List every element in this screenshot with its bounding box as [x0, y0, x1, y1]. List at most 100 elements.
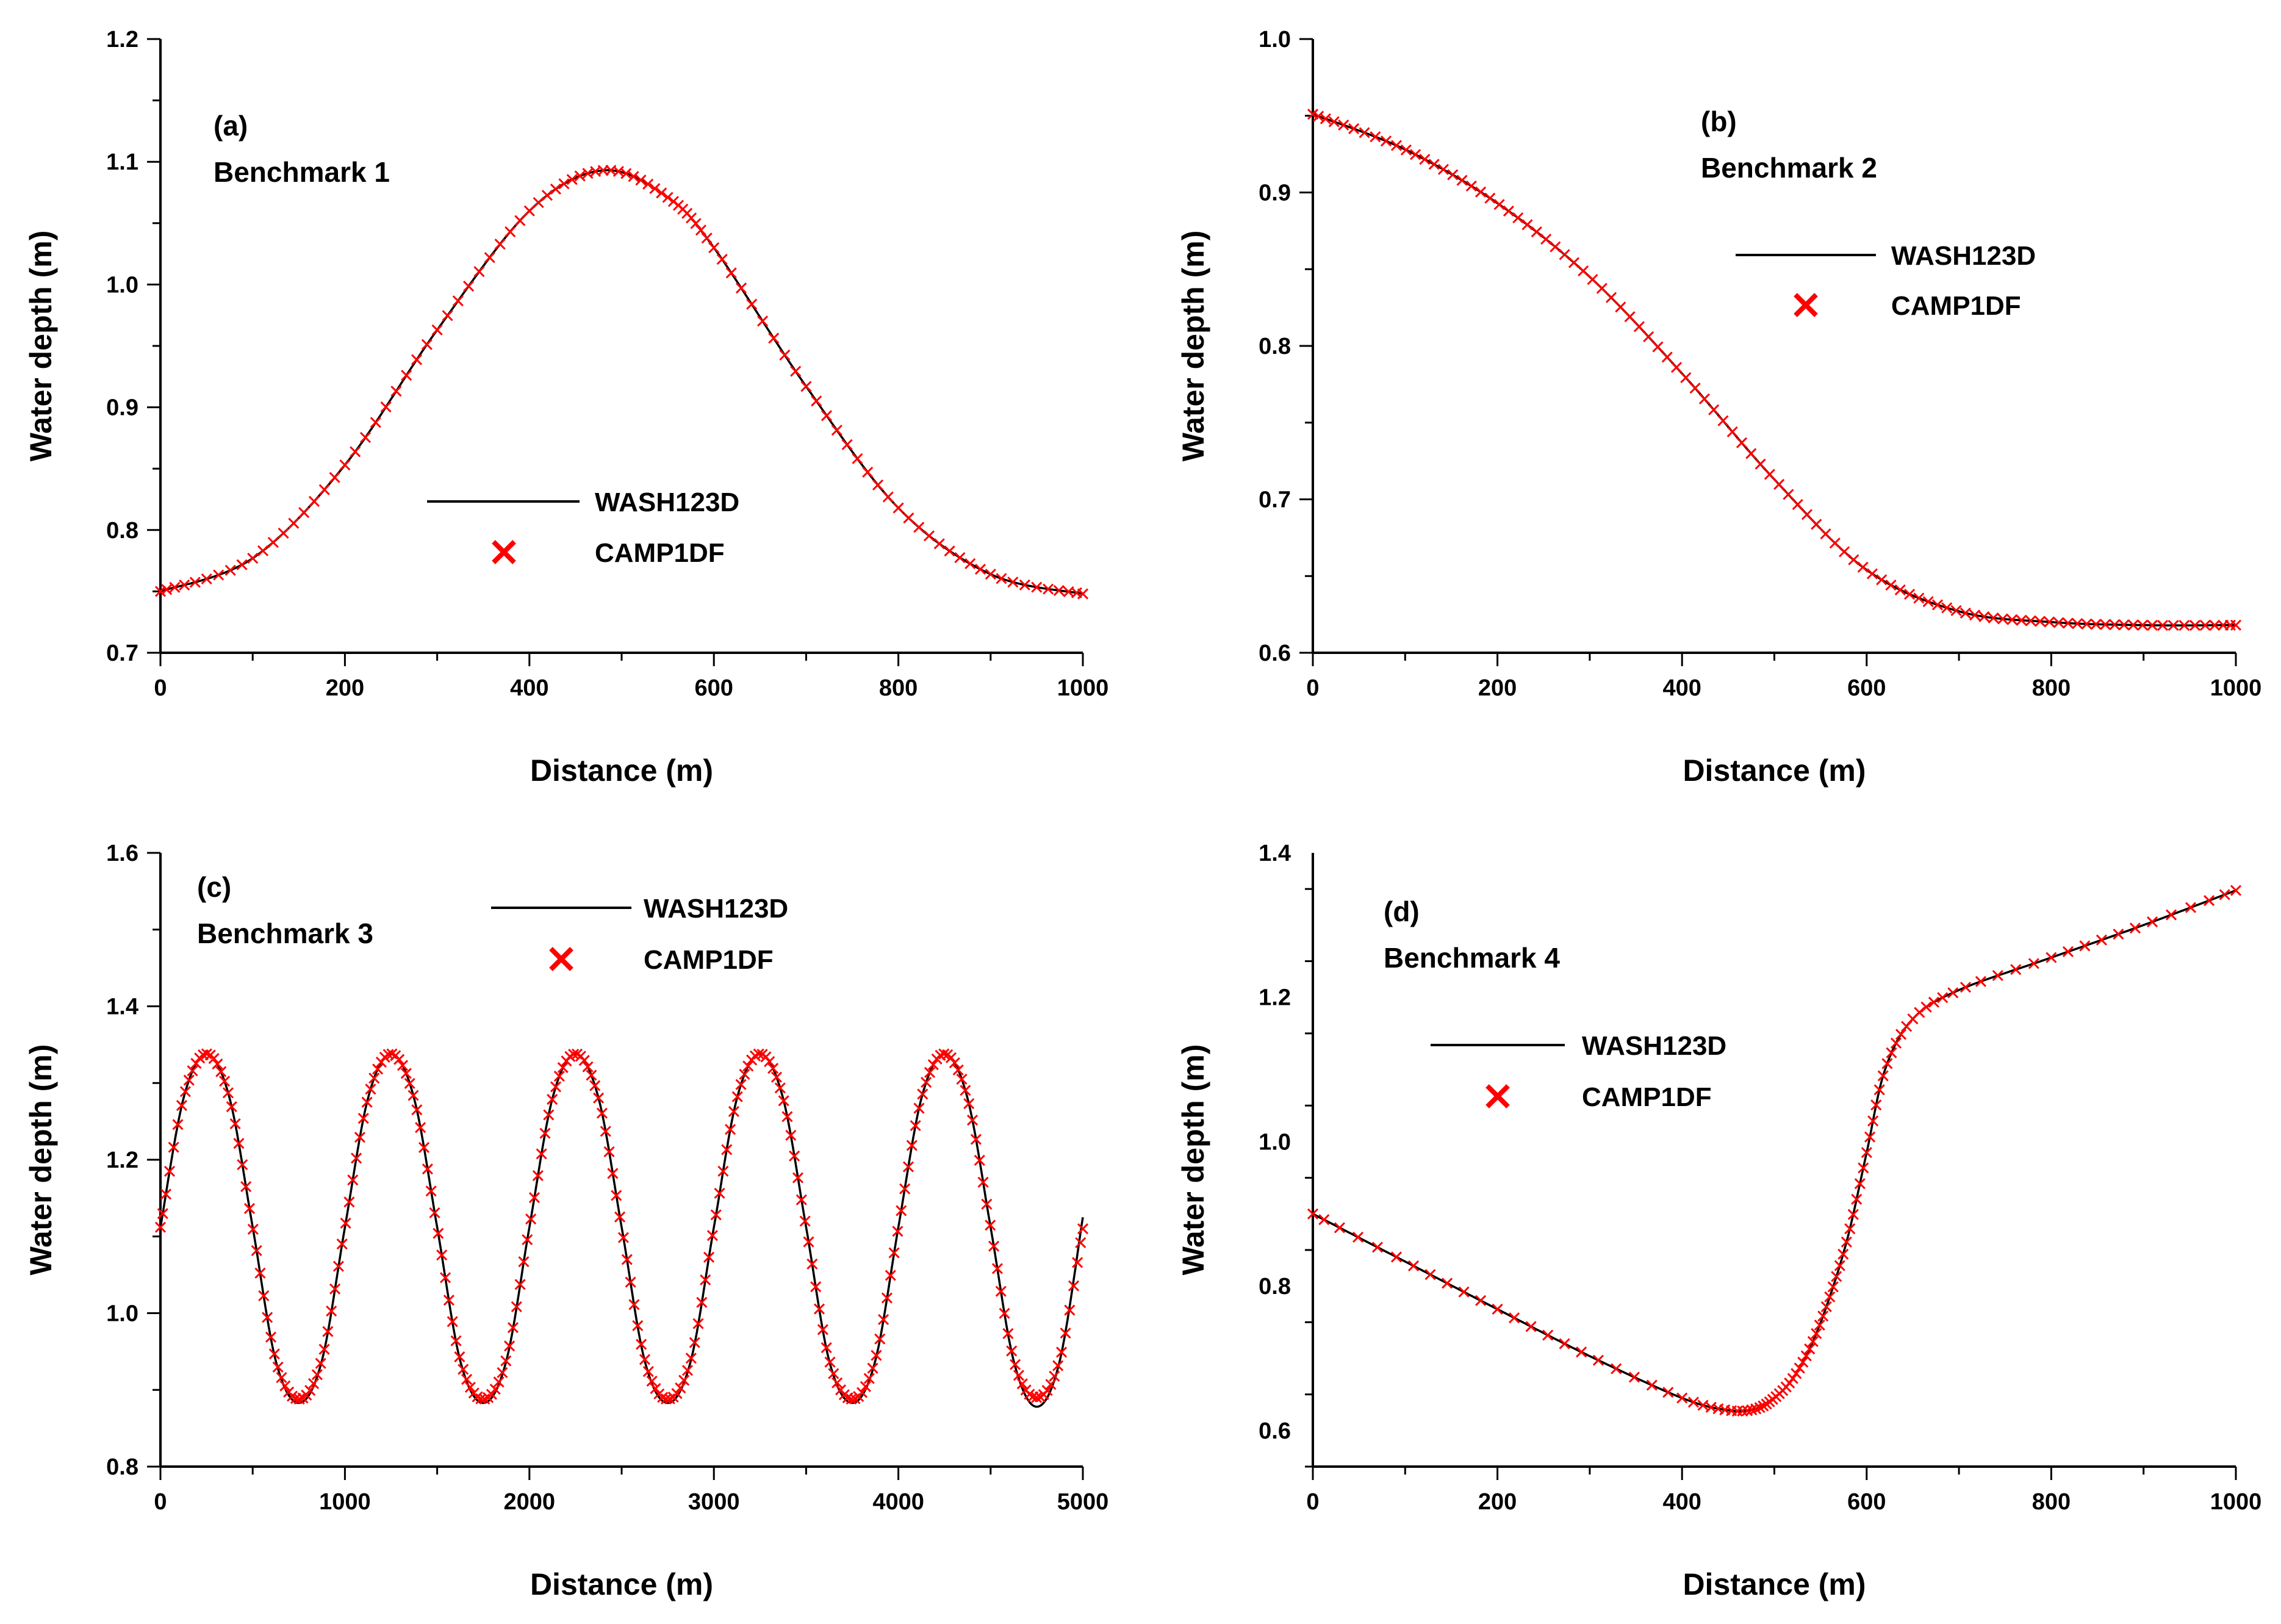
- data-marker: [154, 586, 167, 597]
- data-marker: [233, 1138, 245, 1149]
- data-marker: [1847, 1209, 1859, 1220]
- data-marker: [678, 1374, 690, 1386]
- data-marker: [695, 225, 706, 236]
- data-marker: [739, 1068, 750, 1080]
- data-marker: [721, 1144, 733, 1155]
- y-tick-label: 0.6: [1259, 641, 1291, 666]
- data-marker: [2010, 964, 2022, 975]
- data-marker: [642, 1366, 654, 1378]
- data-marker: [1041, 1385, 1053, 1396]
- data-marker: [725, 267, 737, 279]
- data-marker: [2230, 885, 2242, 896]
- data-marker: [1960, 607, 1971, 619]
- data-marker: [1064, 1304, 1076, 1316]
- data-marker: [2072, 618, 2083, 630]
- data-marker: [742, 1060, 754, 1072]
- data-marker: [1334, 1222, 1345, 1234]
- data-marker: [489, 1384, 501, 1395]
- chart-panel-1: 0.7 0.8 0.9 1.0 1.1 1.2 0 200 400 600 800 1000 Dista…: [24, 27, 1108, 788]
- legend-label-camp1df: CAMP1DF: [1582, 1082, 1712, 1112]
- data-marker: [1512, 212, 1524, 224]
- data-marker: [208, 1052, 220, 1065]
- y-axis-title: Water depth (m): [1176, 231, 1210, 462]
- legend-label-wash123d: WASH123D: [1891, 241, 2036, 271]
- data-marker: [970, 1134, 982, 1145]
- data-marker: [753, 1048, 764, 1060]
- data-marker: [821, 1342, 832, 1354]
- data-marker: [2185, 902, 2197, 913]
- data-marker: [625, 1276, 636, 1288]
- legend: WASH123D CAMP1DF: [491, 894, 788, 975]
- data-marker: [523, 205, 535, 217]
- data-marker: [917, 1088, 929, 1100]
- data-marker: [690, 218, 702, 229]
- data-marker: [913, 1102, 925, 1114]
- data-marker: [1049, 1370, 1060, 1382]
- data-marker: [2046, 952, 2057, 963]
- data-marker: [1885, 579, 1897, 591]
- data-marker: [1864, 1131, 1876, 1143]
- data-marker: [1359, 127, 1370, 138]
- data-marker: [553, 1070, 565, 1082]
- data-marker: [429, 1207, 440, 1218]
- data-marker: [380, 401, 392, 413]
- data-marker: [247, 1223, 259, 1235]
- data-marker: [828, 1368, 839, 1379]
- data-marker: [176, 1100, 187, 1112]
- data-marker: [265, 1331, 277, 1343]
- y-tick-label: 0.9: [1259, 181, 1291, 206]
- data-marker: [229, 1118, 241, 1130]
- data-marker: [603, 1146, 615, 1157]
- data-marker: [746, 298, 758, 310]
- data-marker: [267, 536, 279, 548]
- series-line-wash123d: [1312, 113, 2236, 627]
- data-marker: [443, 1295, 454, 1306]
- data-marker: [578, 1055, 590, 1066]
- data-marker: [607, 1168, 619, 1179]
- data-marker: [1914, 1007, 1925, 1018]
- data-marker: [1797, 1356, 1809, 1368]
- data-marker: [258, 1290, 270, 1301]
- data-marker: [1458, 1286, 1470, 1298]
- data-marker: [1858, 1162, 1869, 1174]
- data-marker: [1338, 119, 1349, 131]
- data-marker: [1783, 489, 1794, 500]
- data-marker: [359, 432, 372, 444]
- data-marker: [1390, 1251, 1403, 1263]
- data-marker: [650, 1383, 661, 1395]
- data-marker: [649, 182, 661, 195]
- data-marker: [1605, 292, 1617, 303]
- data-marker: [860, 1381, 871, 1392]
- series-line-wash123d: [160, 169, 1083, 595]
- data-marker: [862, 466, 874, 478]
- data-marker: [479, 1393, 490, 1405]
- data-marker: [2179, 620, 2190, 631]
- data-marker: [863, 1373, 875, 1384]
- data-marker: [701, 232, 713, 244]
- data-marker: [675, 1382, 686, 1394]
- data-marker: [2062, 946, 2074, 958]
- data-marker: [933, 538, 945, 550]
- data-marker: [1559, 1338, 1570, 1349]
- data-marker: [2006, 614, 2018, 625]
- data-marker: [1881, 1058, 1893, 1069]
- data-marker: [596, 1107, 608, 1119]
- data-marker: [189, 577, 201, 588]
- data-marker: [1920, 1001, 1932, 1013]
- data-marker: [1661, 351, 1673, 363]
- x-tick-label: 800: [2032, 1489, 2071, 1515]
- data-marker: [160, 1188, 171, 1200]
- data-marker: [1424, 1269, 1436, 1281]
- data-marker: [514, 215, 526, 226]
- data-marker: [874, 1333, 886, 1345]
- data-marker: [767, 1063, 779, 1074]
- legend: WASH123D CAMP1DF: [427, 487, 739, 568]
- x-tick-label: 800: [2032, 675, 2071, 701]
- data-marker: [393, 1054, 405, 1065]
- data-marker: [1960, 982, 1972, 993]
- data-marker: [620, 168, 632, 179]
- data-marker: [1670, 362, 1683, 373]
- data-marker: [1745, 448, 1757, 459]
- data-marker: [298, 507, 310, 519]
- data-marker: [1689, 383, 1701, 394]
